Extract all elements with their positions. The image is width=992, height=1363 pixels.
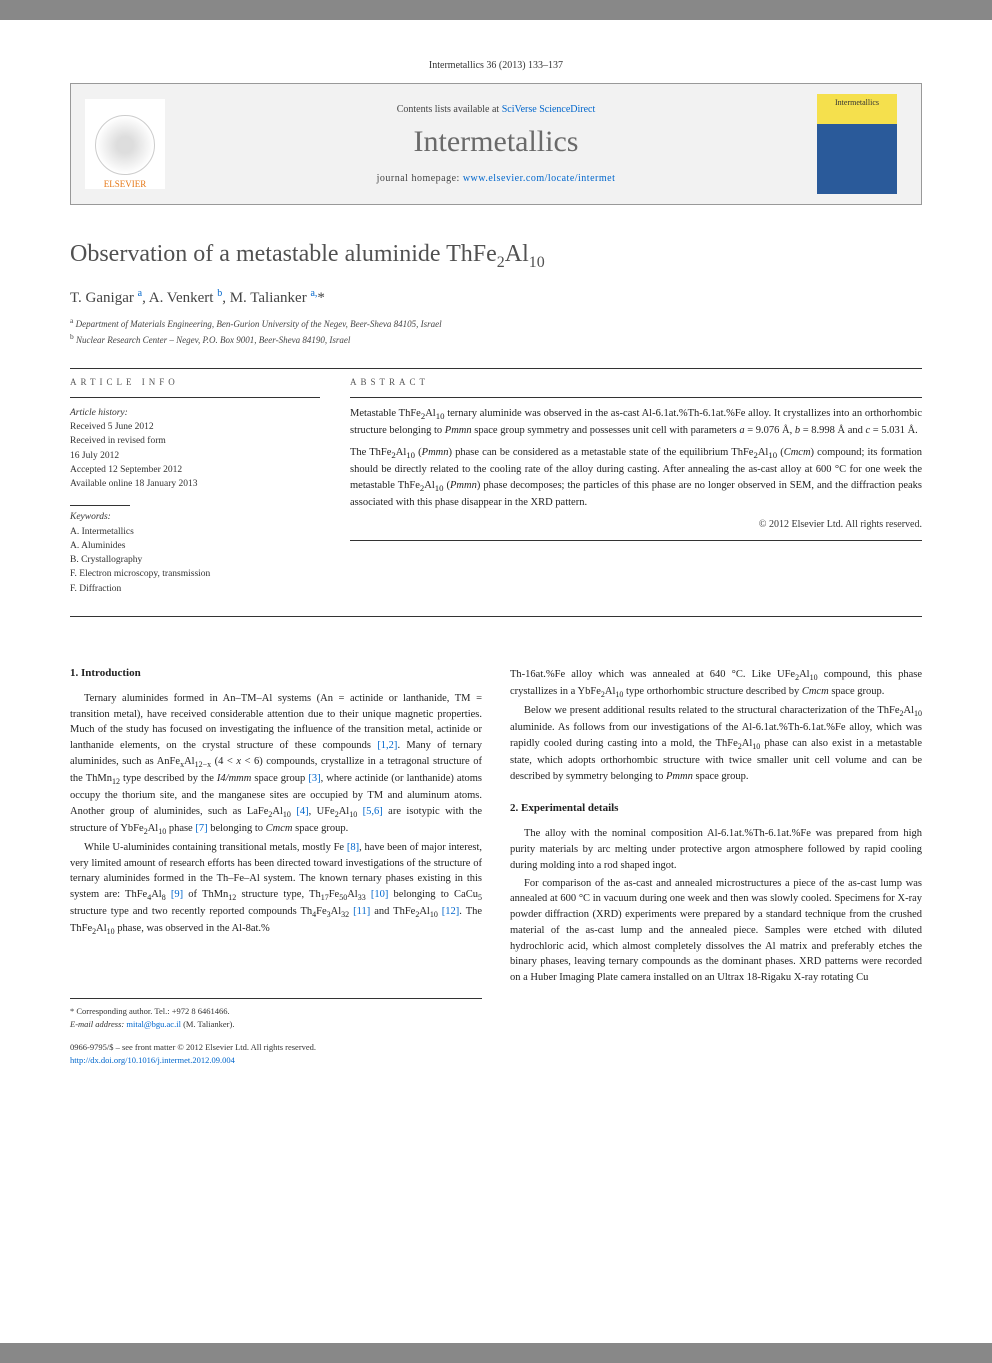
email-link[interactable]: mital@bgu.ac.il [126, 1019, 181, 1029]
footer-block: * Corresponding author. Tel.: +972 8 646… [70, 998, 482, 1066]
publisher-name: ELSEVIER [104, 179, 147, 189]
history-line: Received 5 June 2012 [70, 422, 154, 432]
keywords-block: Keywords: A. Intermetallics A. Aluminide… [70, 505, 320, 596]
history-line: Available online 18 January 2013 [70, 479, 198, 489]
keyword: F. Electron microscopy, transmission [70, 569, 210, 579]
doi-line: http://dx.doi.org/10.1016/j.intermet.201… [70, 1054, 482, 1067]
article-info-column: ARTICLE INFO Article history: Received 5… [70, 377, 320, 596]
copyright: © 2012 Elsevier Ltd. All rights reserved… [350, 517, 922, 532]
cover-label: Intermetallics [835, 98, 879, 107]
authors: T. Ganigar a, A. Venkert b, M. Talianker… [70, 288, 922, 307]
body-para: For comparison of the as-cast and anneal… [510, 876, 922, 986]
body-para: Ternary aluminides formed in An–TM–Al sy… [70, 691, 482, 838]
keywords-label: Keywords: [70, 512, 111, 522]
contents-line: Contents lists available at SciVerse Sci… [189, 104, 803, 115]
abstract-para: Metastable ThFe2Al10 ternary aluminide w… [350, 406, 922, 439]
body-para: The alloy with the nominal composition A… [510, 826, 922, 873]
separator [70, 616, 922, 617]
affil-sup: a [70, 316, 73, 325]
homepage-prefix: journal homepage: [377, 173, 463, 184]
history-line: Accepted 12 September 2012 [70, 465, 182, 475]
body-col-right: Th-16at.%Fe alloy which was annealed at … [510, 667, 922, 1067]
corresponding-author: * Corresponding author. Tel.: +972 8 646… [70, 1005, 482, 1018]
separator [70, 505, 130, 506]
abstract-column: ABSTRACT Metastable ThFe2Al10 ternary al… [350, 377, 922, 596]
article-info-label: ARTICLE INFO [70, 377, 320, 387]
email-label: E-mail address: [70, 1019, 124, 1029]
email-who: (M. Talianker). [183, 1019, 234, 1029]
journal-cover[interactable]: Intermetallics [817, 94, 897, 194]
keyword: A. Aluminides [70, 541, 125, 551]
history-label: Article history: [70, 408, 128, 418]
affiliation-a: a Department of Materials Engineering, B… [70, 315, 922, 332]
article-title: Observation of a metastable aluminide Th… [70, 241, 922, 272]
affiliations: a Department of Materials Engineering, B… [70, 315, 922, 348]
affiliation-b: b Nuclear Research Center – Negev, P.O. … [70, 331, 922, 348]
history-line: 16 July 2012 [70, 451, 119, 461]
doi-link[interactable]: http://dx.doi.org/10.1016/j.intermet.201… [70, 1055, 235, 1065]
page: Intermetallics 36 (2013) 133–137 ELSEVIE… [0, 20, 992, 1343]
body-text: The alloy with the nominal composition A… [510, 826, 922, 986]
top-reference: Intermetallics 36 (2013) 133–137 [70, 60, 922, 71]
section-1-title: 1. Introduction [70, 667, 482, 679]
journal-name: Intermetallics [189, 125, 803, 159]
separator [70, 397, 320, 398]
info-abstract-row: ARTICLE INFO Article history: Received 5… [70, 377, 922, 596]
affil-sup: b [70, 332, 74, 341]
journal-header: ELSEVIER Contents lists available at Sci… [70, 83, 922, 205]
issn-line: 0966-9795/$ – see front matter © 2012 El… [70, 1041, 482, 1054]
body-para: Th-16at.%Fe alloy which was annealed at … [510, 667, 922, 701]
body-columns: 1. Introduction Ternary aluminides forme… [70, 667, 922, 1067]
keyword: F. Diffraction [70, 584, 121, 594]
affil-text: Department of Materials Engineering, Ben… [76, 319, 442, 329]
separator [350, 397, 922, 398]
article-info: Article history: Received 5 June 2012 Re… [70, 406, 320, 596]
history-line: Received in revised form [70, 436, 166, 446]
section-2-title: 2. Experimental details [510, 802, 922, 814]
body-text: Th-16at.%Fe alloy which was annealed at … [510, 667, 922, 785]
contents-link[interactable]: SciVerse ScienceDirect [502, 104, 596, 115]
body-text: Ternary aluminides formed in An–TM–Al sy… [70, 691, 482, 939]
abstract-para: The ThFe2Al10 (Pmmn) phase can be consid… [350, 445, 922, 511]
separator [70, 368, 922, 369]
separator [350, 540, 922, 541]
header-center: Contents lists available at SciVerse Sci… [189, 104, 803, 184]
keyword: A. Intermetallics [70, 527, 134, 537]
body-para: While U-aluminides containing transition… [70, 840, 482, 939]
journal-homepage: journal homepage: www.elsevier.com/locat… [189, 173, 803, 184]
elsevier-tree-icon [95, 115, 155, 175]
elsevier-logo[interactable]: ELSEVIER [85, 99, 165, 189]
affil-text: Nuclear Research Center – Negev, P.O. Bo… [76, 335, 350, 345]
contents-prefix: Contents lists available at [397, 104, 502, 115]
keyword: B. Crystallography [70, 555, 142, 565]
homepage-url[interactable]: www.elsevier.com/locate/intermet [463, 173, 616, 184]
abstract-label: ABSTRACT [350, 377, 922, 387]
abstract-text: Metastable ThFe2Al10 ternary aluminide w… [350, 406, 922, 532]
body-col-left: 1. Introduction Ternary aluminides forme… [70, 667, 482, 1067]
email-line: E-mail address: mital@bgu.ac.il (M. Tali… [70, 1018, 482, 1031]
body-para: Below we present additional results rela… [510, 703, 922, 784]
